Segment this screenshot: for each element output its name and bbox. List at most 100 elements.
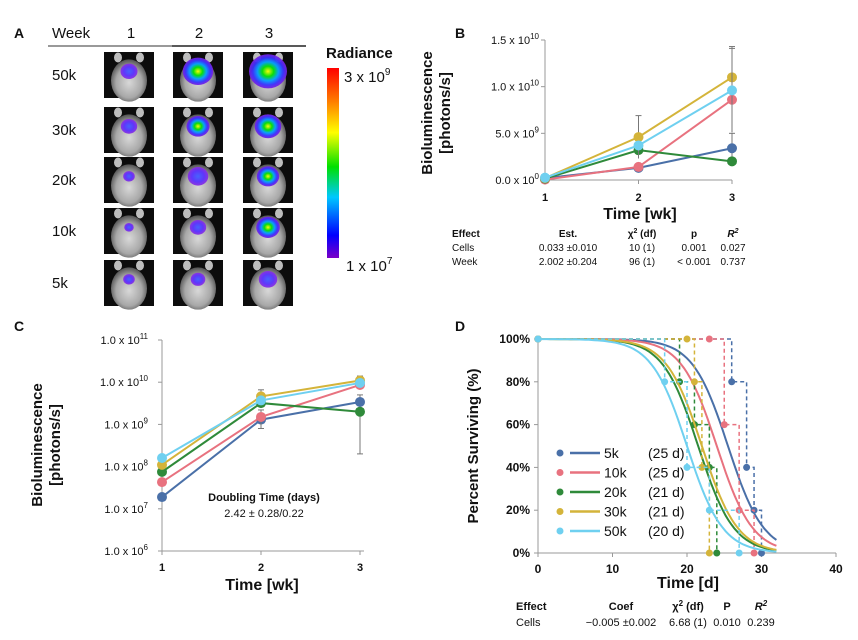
mouse-image-5k-week2: [173, 260, 223, 310]
b-point-20k-wk3: [727, 156, 737, 167]
d-stats-cells-r2: 0.239: [747, 617, 775, 629]
c-point-30k-wk1: [157, 459, 167, 470]
c-y-tick-exp: 8: [144, 459, 149, 468]
mouse-ear-right: [205, 260, 213, 271]
bioluminescence-signal: [186, 115, 210, 137]
d-y-tick-label-80%: 80%: [506, 375, 530, 389]
mouse-ear-left: [253, 208, 261, 219]
mouse-ear-right: [136, 107, 144, 118]
mouse-ear-right: [136, 260, 144, 271]
d-legend-dot-5k: [556, 449, 564, 457]
d-legend-median-5k: (25 d): [648, 445, 685, 461]
b-y-tick-exp: 9: [535, 125, 540, 134]
c-y-tick-mant: 1.0 x 10: [104, 419, 143, 431]
c-point-10k-wk2: [256, 411, 266, 422]
mouse-image-20k-week3: [243, 157, 293, 207]
d-point-10k-2: [720, 421, 728, 429]
d-legend-label-20k: 20k: [604, 484, 628, 500]
d-x-tick-label-0: 0: [535, 562, 542, 576]
d-point-50k-3: [705, 506, 713, 514]
panel-b-stats-table: Effect Est. χ2 (df) p R2 Cells 0.033 ±0.…: [452, 228, 746, 268]
b-y-tick-exp: 10: [530, 79, 539, 88]
c-point-50k-wk2: [256, 395, 266, 406]
mouse-image-30k-week2: [173, 107, 223, 157]
bioluminescence-signal: [256, 166, 280, 187]
d-km-step-50k: [538, 338, 740, 553]
b-stats-h-chi: χ2 (df): [628, 228, 657, 240]
mouse-ear-left: [183, 208, 191, 219]
b-y-tick-mant: 1.5 x 10: [491, 35, 530, 47]
mouse-ear-right: [275, 260, 283, 271]
c-point-20k-wk3: [355, 406, 365, 417]
d-legend-median-50k: (20 d): [648, 523, 685, 539]
c-y-tick-exp: 9: [144, 416, 149, 425]
bioluminescence-signal: [123, 274, 135, 285]
b-stats-week-est: 2.002 ±0.204: [539, 257, 598, 268]
c-point-10k-wk1: [157, 477, 167, 488]
d-point-50k-0: [534, 335, 542, 343]
week-3-label: 3: [265, 25, 273, 42]
bioluminescence-signal: [190, 272, 206, 286]
b-point-50k-wk1: [540, 172, 550, 183]
c-y-tick-label-0: 1.0 x 106: [104, 543, 148, 558]
bioluminescence-signal: [182, 57, 214, 86]
b-x-tick-label-2: 2: [635, 192, 641, 204]
panel-b-x-ticks: 1 2 3: [542, 180, 735, 204]
bioluminescence-signal: [254, 114, 282, 139]
b-stats-cells-chi: 10 (1): [629, 243, 655, 254]
d-point-5k-2: [743, 463, 751, 471]
week-2-label: 2: [195, 25, 203, 42]
panel-b-ylabel-1: Bioluminescence: [419, 51, 436, 174]
d-point-30k-2: [690, 378, 698, 386]
d-legend-label-50k: 50k: [604, 523, 628, 539]
d-point-50k-1: [661, 378, 669, 386]
mouse-image-30k-week3: [243, 107, 293, 157]
b-stats-week-p: < 0.001: [677, 257, 711, 268]
panel-b-xlabel: Time [wk]: [603, 206, 677, 223]
mouse-ear-right: [205, 157, 213, 168]
c-point-20k-wk1: [157, 466, 167, 477]
bioluminescence-signal: [189, 219, 207, 235]
d-x-tick-label-10: 10: [606, 562, 620, 576]
d-km-step-20k: [538, 338, 718, 553]
d-y-tick-label-40%: 40%: [506, 460, 530, 474]
d-stats-cells-p: 0.010: [713, 617, 741, 629]
row-label-20k: 20k: [52, 172, 77, 189]
b-point-30k-wk2: [633, 132, 644, 143]
d-legend-dot-50k: [556, 527, 564, 535]
panel-letter-a: A: [14, 25, 24, 41]
d-legend-median-30k: (21 d): [648, 504, 685, 520]
colorbar-min-label: 1 x 107: [346, 256, 393, 275]
d-point-30k-1: [683, 335, 691, 343]
panel-d-legend: 5k (25 d) 10k (25 d) 20k (21 d) 30k (21 d) 50k (2…: [556, 445, 685, 539]
d-point-20k-4: [713, 549, 721, 557]
mouse-ear-left: [114, 260, 122, 271]
d-stats-cells: Cells: [516, 617, 541, 629]
mouse-ear-left: [253, 107, 261, 118]
panel-c-x-ticks: 1 2 3: [159, 551, 363, 574]
b-stats-cells-p: 0.001: [681, 243, 706, 254]
d-point-10k-4: [750, 549, 758, 557]
mouse-ear-right: [275, 157, 283, 168]
b-y-tick-label-1: 5.0 x 109: [495, 125, 539, 140]
d-legend-median-20k: (21 d): [648, 484, 685, 500]
colorbar-title: Radiance: [326, 45, 393, 62]
bioluminescence-signal: [120, 63, 138, 79]
panel-d-x-ticks: 0 10 20 30 40: [535, 553, 843, 576]
row-label-5k: 5k: [52, 275, 68, 292]
b-point-50k-wk2: [633, 140, 644, 151]
panel-d-y-ticks: 0% 20% 40% 60% 80% 100%: [499, 332, 538, 560]
panel-b-plot: [540, 46, 737, 185]
panel-c-xlabel: Time [wk]: [225, 577, 299, 594]
c-y-tick-mant: 1.0 x 10: [101, 335, 140, 347]
panel-letter-c: C: [14, 318, 24, 334]
c-y-tick-label-5: 1.0 x 1011: [101, 332, 149, 347]
b-stats-week: Week: [452, 257, 478, 268]
mouse-image-10k-week2: [173, 208, 223, 258]
d-x-tick-label-40: 40: [829, 562, 843, 576]
bioluminescence-signal: [256, 216, 280, 238]
row-label-10k: 10k: [52, 223, 77, 240]
b-x-tick-label-3: 3: [729, 192, 735, 204]
d-point-30k-4: [705, 549, 713, 557]
mouse-ear-right: [275, 107, 283, 118]
